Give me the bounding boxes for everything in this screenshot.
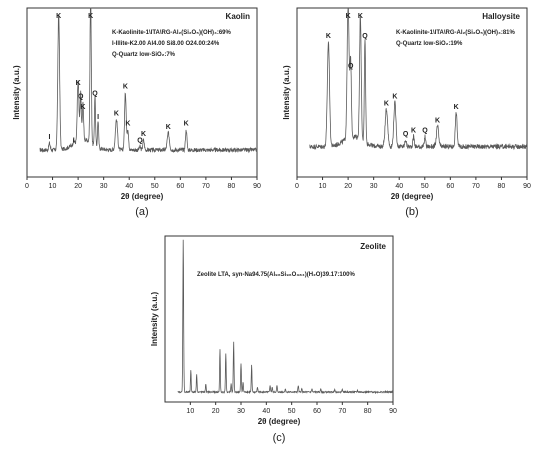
x-tick-label: 50 — [421, 183, 429, 190]
chart-title: Kaolin — [226, 12, 251, 21]
panel-caption: (c) — [273, 432, 286, 444]
peak-label: K — [411, 127, 416, 134]
x-tick-label: 80 — [364, 408, 372, 415]
x-tick-label: 30 — [370, 183, 378, 190]
x-tick-label: 70 — [202, 183, 210, 190]
peak-label: K — [123, 84, 128, 91]
plot-frame — [296, 7, 528, 178]
x-tick-label: 70 — [338, 408, 346, 415]
y-axis-label: Intensity (a.u.) — [12, 65, 21, 120]
panel-caption: (a) — [135, 206, 148, 218]
peak-label: K — [384, 100, 389, 107]
peak-label: K — [114, 111, 119, 118]
x-tick-label: 90 — [523, 183, 531, 190]
xrd-trace — [309, 8, 528, 151]
x-tick-label: 0 — [295, 183, 299, 190]
x-tick-label: 20 — [344, 183, 352, 190]
peak-label: K — [184, 121, 189, 128]
x-axis-label: 2θ (degree) — [258, 417, 301, 426]
legend-entry: K-Kaolinite-1\ITA\RG-Al₂(Si₂O₅)(OH)₄:81% — [396, 30, 515, 36]
peak-label: I — [73, 138, 75, 145]
peak-label: K — [125, 121, 130, 128]
peak-label: K — [392, 94, 397, 101]
x-tick-label: 40 — [395, 183, 403, 190]
x-tick-label: 50 — [151, 183, 159, 190]
x-tick-label: 20 — [74, 183, 82, 190]
peak-label: I — [97, 114, 99, 121]
panel-a: 0 10 20 30 40 50 60 70 80 90 2θ (degree) Intensity … — [12, 7, 261, 218]
peak-label: K — [141, 131, 146, 138]
x-tick-label: 90 — [389, 408, 397, 415]
x-tick-label: 60 — [176, 183, 184, 190]
peak-label: I — [49, 134, 51, 141]
chart-title: Zeolite — [360, 242, 386, 251]
peak-label: K — [435, 117, 440, 124]
x-tick-label: 70 — [472, 183, 480, 190]
legend-entry: K-Kaolinite-1\ITA\RG-Al₂(Si₂O₅)(OH)₄:69% — [112, 30, 231, 36]
x-tick-label: 80 — [228, 183, 236, 190]
x-tick-label: 10 — [319, 183, 327, 190]
x-tick-label: 30 — [100, 183, 108, 190]
xrd-trace — [39, 7, 258, 154]
x-tick-label: 40 — [262, 408, 270, 415]
x-tick-label: 0 — [25, 183, 29, 190]
panel-caption: (b) — [405, 206, 418, 218]
peak-label: K — [326, 33, 331, 40]
x-tick-label: 50 — [288, 408, 296, 415]
peak-label: Q — [78, 94, 84, 101]
x-tick-label: 60 — [313, 408, 321, 415]
xrd-trace — [177, 239, 394, 395]
peak-label: Q — [362, 33, 368, 40]
x-tick-label: 80 — [498, 183, 506, 190]
legend-entry: Q-Quartz low-SiO₂:19% — [396, 41, 463, 47]
legend-entry: I-Illite-K2.00 Al4.00 Si8.00 O24.00:24% — [112, 41, 220, 47]
x-tick-label: 10 — [49, 183, 57, 190]
panel-c: 10 20 30 40 50 60 70 80 90 2θ (degree) Intensity (… — [150, 235, 397, 444]
chart-title: Halloysite — [482, 12, 520, 21]
peak-label: K — [346, 13, 351, 20]
peak-label: Q — [92, 90, 98, 97]
peak-label: Q — [137, 138, 143, 145]
x-tick-label: 10 — [186, 408, 194, 415]
peak-label: K — [76, 80, 81, 87]
y-axis-label: Intensity (a.u.) — [150, 292, 159, 347]
plot-frame — [164, 235, 394, 403]
peak-label: Q — [422, 127, 428, 134]
x-tick-label: 90 — [253, 183, 261, 190]
peak-label: K — [88, 13, 93, 20]
panel-b: 0 10 20 30 40 50 60 70 80 90 2θ (degree) Intensity … — [282, 7, 531, 218]
peak-label: K — [56, 13, 61, 20]
x-axis-label: 2θ (degree) — [121, 192, 164, 201]
x-tick-label: 60 — [446, 183, 454, 190]
legend-entry: Zeolite LTA, syn-Na94.75(Al₉₆Si₉₆O₃₈₄)(H… — [197, 272, 355, 278]
peak-label: K — [454, 104, 459, 111]
peak-label: K — [358, 13, 363, 20]
peak-label: K — [166, 124, 171, 131]
peak-label: Q — [403, 131, 409, 138]
peak-label: K — [80, 104, 85, 111]
y-axis-label: Intensity (a.u.) — [282, 65, 291, 120]
x-tick-label: 20 — [212, 408, 220, 415]
peak-label: Q — [348, 63, 354, 70]
x-tick-label: 40 — [125, 183, 133, 190]
plot-frame — [26, 7, 258, 178]
x-axis-label: 2θ (degree) — [391, 192, 434, 201]
legend-entry: Q-Quartz low-SiO₂:7% — [112, 52, 176, 58]
x-tick-label: 30 — [237, 408, 245, 415]
